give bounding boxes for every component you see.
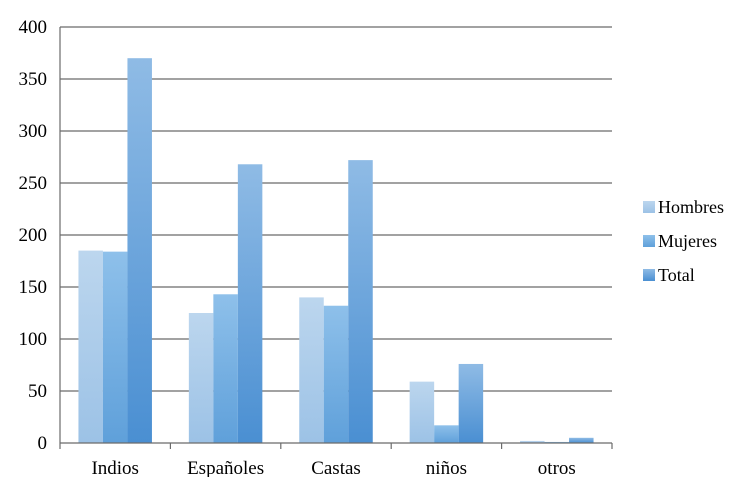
bars xyxy=(78,58,594,443)
bar-total-0 xyxy=(127,58,152,443)
legend: Hombres Mujeres Total xyxy=(643,197,724,285)
gridlines xyxy=(60,26,612,392)
bar-mujeres-2 xyxy=(323,305,349,443)
bar-total-4 xyxy=(569,437,594,443)
y-tick-label: 200 xyxy=(19,225,48,246)
legend-label-hombres: Hombres xyxy=(658,197,724,217)
bar-hombres-4 xyxy=(520,440,545,443)
y-tick-label: 0 xyxy=(38,433,48,454)
y-tick-label: 400 xyxy=(19,17,48,38)
axes xyxy=(59,27,613,449)
y-tick-label: 300 xyxy=(19,121,48,142)
bar-hombres-1 xyxy=(188,313,214,443)
y-tick-label: 250 xyxy=(19,173,48,194)
legend-swatch-hombres xyxy=(643,201,655,213)
bar-hombres-3 xyxy=(409,381,435,443)
bar-mujeres-3 xyxy=(434,425,459,443)
bar-hombres-2 xyxy=(299,297,324,443)
legend-swatch-total xyxy=(643,269,655,281)
y-tick-label: 100 xyxy=(19,329,48,350)
x-category-label: otros xyxy=(538,458,576,477)
legend-swatch-mujeres xyxy=(643,235,655,247)
legend-label-mujeres: Mujeres xyxy=(658,231,717,251)
x-axis-categories: Indios Españoles Castas niños otros xyxy=(91,458,575,477)
bar-total-3 xyxy=(458,363,484,443)
x-category-label: Indios xyxy=(91,458,139,477)
y-axis-ticks: 0 50 100 150 200 250 300 350 400 xyxy=(19,17,48,454)
x-category-label: niños xyxy=(426,458,467,477)
bar-total-2 xyxy=(348,160,373,443)
legend-label-total: Total xyxy=(658,265,695,285)
y-tick-label: 50 xyxy=(28,381,47,402)
bar-mujeres-1 xyxy=(213,294,238,443)
y-tick-label: 150 xyxy=(19,277,48,298)
bar-mujeres-0 xyxy=(102,251,128,443)
bar-total-1 xyxy=(237,164,263,443)
y-tick-label: 350 xyxy=(19,69,48,90)
x-category-label: Españoles xyxy=(187,458,264,477)
x-category-label: Castas xyxy=(311,458,361,477)
bar-hombres-0 xyxy=(78,250,103,443)
